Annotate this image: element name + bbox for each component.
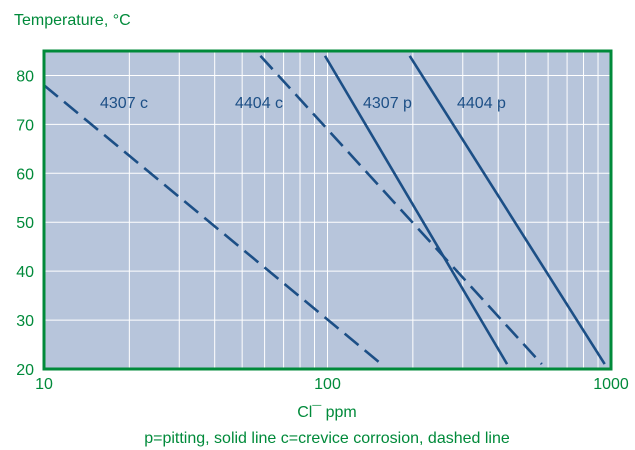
chart-title: Temperature, °C: [14, 12, 131, 29]
x-tick-label: 1000: [593, 376, 629, 393]
series-line: [408, 55, 606, 365]
x-tick-label: 10: [35, 376, 53, 393]
y-tick-label: 40: [16, 264, 34, 281]
series-line: [323, 55, 509, 365]
y-tick-label: 30: [16, 313, 34, 330]
series-line: [43, 84, 383, 366]
series-label: 4404 c: [235, 95, 283, 112]
y-tick-label: 70: [16, 117, 34, 134]
series-layer: 4307 c 4404 c 4307 p 4404 p: [43, 55, 606, 366]
series-line: [259, 55, 543, 365]
series-label: 4307 p: [363, 95, 412, 112]
plot-border: [42, 49, 613, 371]
y-tick-label: 60: [16, 166, 34, 183]
chart-annotation: p=pitting, solid line c=crevice corrosio…: [144, 430, 510, 447]
x-axis-label: Cl¯ ppm: [297, 404, 357, 421]
x-tick-label: 100: [314, 376, 341, 393]
tick-layer: 20 30 40 50 60 70 80 10 100 1000: [16, 68, 629, 393]
series-label: 4404 p: [457, 95, 506, 112]
grid-layer: [44, 51, 611, 369]
y-tick-label: 20: [16, 362, 34, 379]
y-tick-label: 80: [16, 68, 34, 85]
y-tick-label: 50: [16, 215, 34, 232]
series-label: 4307 c: [100, 95, 148, 112]
